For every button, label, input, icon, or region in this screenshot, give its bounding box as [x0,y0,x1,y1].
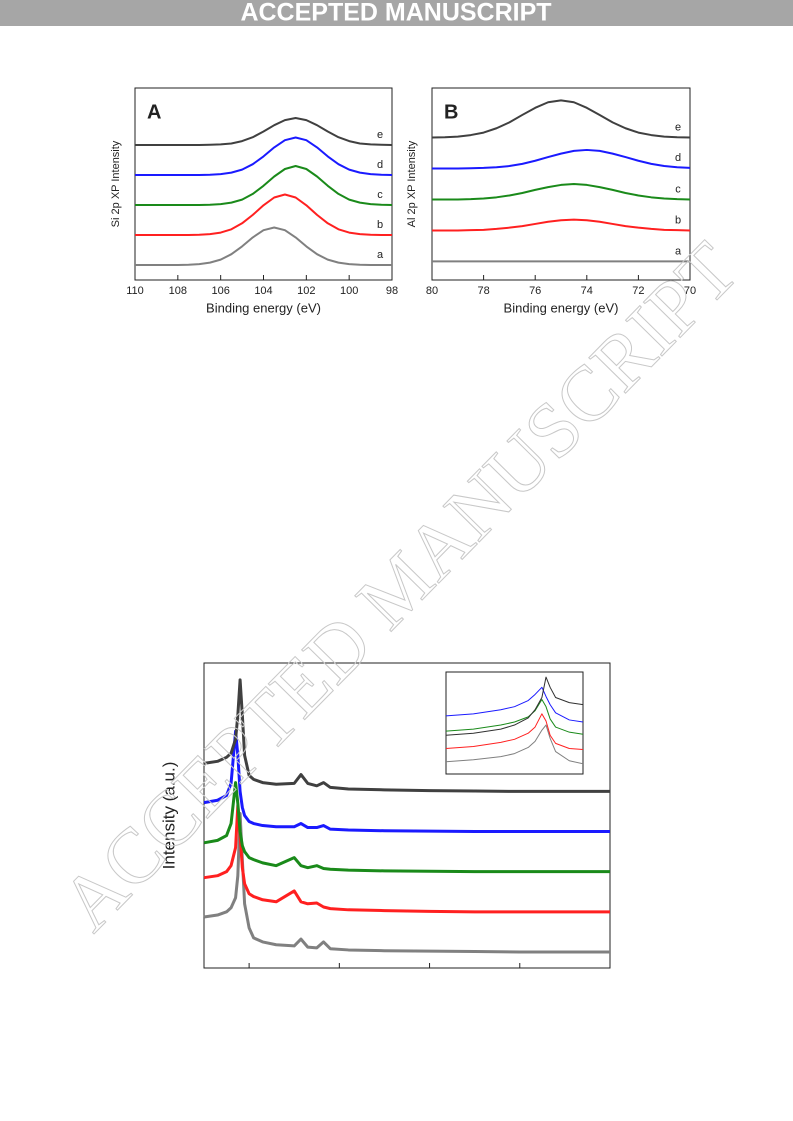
series-label: d [377,159,383,171]
series-line [135,136,393,176]
series-line [135,226,392,266]
x-tick-label: 102 [297,285,315,297]
plot-frame [134,87,393,281]
x-tick-label: 76 [529,285,541,297]
series-line [445,686,584,723]
series-line [135,193,392,236]
x-axis-label: Binding energy (eV) [504,300,619,315]
x-tick-label: 74 [581,285,593,297]
plot-frame [445,671,584,775]
series-label: e [377,129,383,141]
series-line [445,676,584,736]
series-label: c [377,189,383,201]
series-line [203,803,610,914]
series-line [432,148,691,170]
series-line [203,781,610,874]
x-tick-label: 70 [684,285,696,297]
plot-frame [203,662,611,969]
series-line [445,699,584,735]
series-label: e [675,121,681,133]
series-line [432,183,691,201]
x-axis-label: Binding energy (eV) [206,300,321,315]
series-line [135,117,393,146]
x-tick-label: 98 [386,285,398,297]
series-label: d [675,152,681,164]
figures: 110 108 106 104 102 100 98 Binding energy (eV) S… [110,87,696,969]
series-label: c [675,183,681,195]
x-tick-label: 72 [632,285,644,297]
series-line [445,724,584,765]
watermark: ACCEPTED MANUSCRIPT [44,225,755,946]
x-tick-label: 106 [211,285,229,297]
x-tick-label: 80 [426,285,438,297]
panel-letter: A [147,101,161,123]
series-line [431,99,691,139]
x-tick-label: 78 [477,285,489,297]
series-line [445,713,584,751]
x-tick-label: 108 [169,285,187,297]
header-text: ACCEPTED MANUSCRIPT [240,0,551,27]
y-axis-label: Al 2p XP Intensity [406,140,418,227]
x-tick-label: 100 [340,285,358,297]
y-axis-label: Intensity (a.u.) [159,762,178,870]
series-line [135,165,393,206]
series-label: b [675,214,681,226]
series-label: a [377,249,384,261]
header-bar [0,0,793,26]
series-line [432,218,691,232]
series-label: b [377,219,383,231]
series-line [203,811,610,954]
series-label: a [675,245,682,257]
x-tick-label: 110 [126,285,144,297]
panel-letter: B [444,101,458,123]
series-line [203,678,610,793]
plot-frame [431,87,691,281]
y-axis-label: Si 2p XP Intensity [110,140,122,227]
x-tick-label: 104 [254,285,272,297]
